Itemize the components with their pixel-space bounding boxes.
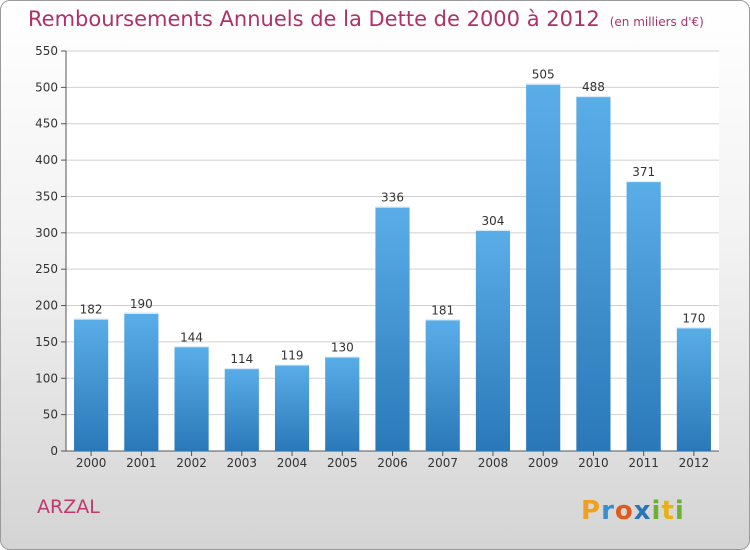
bar <box>676 327 711 451</box>
y-tick-label: 400 <box>35 153 58 167</box>
bar-value-label: 114 <box>230 352 253 366</box>
bar-value-label: 181 <box>431 303 454 317</box>
y-tick-label: 500 <box>35 80 58 94</box>
bar-value-label: 190 <box>130 297 153 311</box>
x-tick-label: 2007 <box>427 456 458 470</box>
x-tick-label: 2011 <box>628 456 659 470</box>
y-tick-label: 100 <box>35 371 58 385</box>
bar-value-label: 304 <box>482 214 505 228</box>
bar <box>224 368 259 451</box>
bar <box>475 229 511 451</box>
chart-subtitle: (en milliers d'€) <box>609 15 704 29</box>
bar-value-label: 488 <box>582 80 605 94</box>
bar-value-label: 505 <box>532 68 555 82</box>
chart-title: Remboursements Annuels de la Dette de 20… <box>28 7 704 31</box>
bar <box>425 319 460 451</box>
y-tick-label: 150 <box>35 335 58 349</box>
bar-value-label: 182 <box>80 303 103 317</box>
bar <box>74 318 109 451</box>
bar <box>526 83 561 452</box>
x-tick-label: 2006 <box>377 456 408 470</box>
x-tick-label: 2008 <box>478 456 509 470</box>
commune-name: ARZAL <box>37 496 100 518</box>
y-tick-label: 50 <box>43 408 58 422</box>
x-tick-label: 2003 <box>227 456 258 470</box>
bar <box>375 206 410 451</box>
y-tick-label: 450 <box>35 117 58 131</box>
y-tick-label: 0 <box>50 444 58 458</box>
bar-chart: 0 50 100 150 200 250 300 350 400 450 500 550 182 2000… <box>35 44 719 470</box>
x-tick-label: 2005 <box>327 456 358 470</box>
bar <box>174 346 209 451</box>
y-tick-label: 550 <box>35 44 58 58</box>
bar <box>576 96 611 451</box>
chart-title-text: Remboursements Annuels de la Dette de 20… <box>28 7 600 31</box>
x-tick-label: 2002 <box>176 456 207 470</box>
bar <box>626 181 661 451</box>
x-tick-label: 2012 <box>679 456 710 470</box>
x-tick-label: 2000 <box>76 456 107 470</box>
y-tick-label: 250 <box>35 262 58 276</box>
bar-value-label: 144 <box>180 330 203 344</box>
y-tick-label: 300 <box>35 226 58 240</box>
bar-value-label: 371 <box>632 165 655 179</box>
x-tick-label: 2010 <box>578 456 609 470</box>
x-tick-label: 2001 <box>126 456 157 470</box>
proxiti-logo: Proxiti <box>581 496 685 526</box>
svg-text:Proxiti: Proxiti <box>581 496 685 526</box>
bar-value-label: 130 <box>331 340 354 354</box>
bar <box>274 364 310 451</box>
bar <box>325 356 360 451</box>
bar-value-label: 119 <box>281 348 304 362</box>
y-tick-label: 350 <box>35 189 58 203</box>
y-tick-label: 200 <box>35 299 58 313</box>
bar <box>124 312 159 451</box>
bar-value-label: 336 <box>381 191 404 205</box>
bar-value-label: 170 <box>682 311 705 325</box>
x-tick-label: 2009 <box>528 456 559 470</box>
x-tick-label: 2004 <box>277 456 308 470</box>
